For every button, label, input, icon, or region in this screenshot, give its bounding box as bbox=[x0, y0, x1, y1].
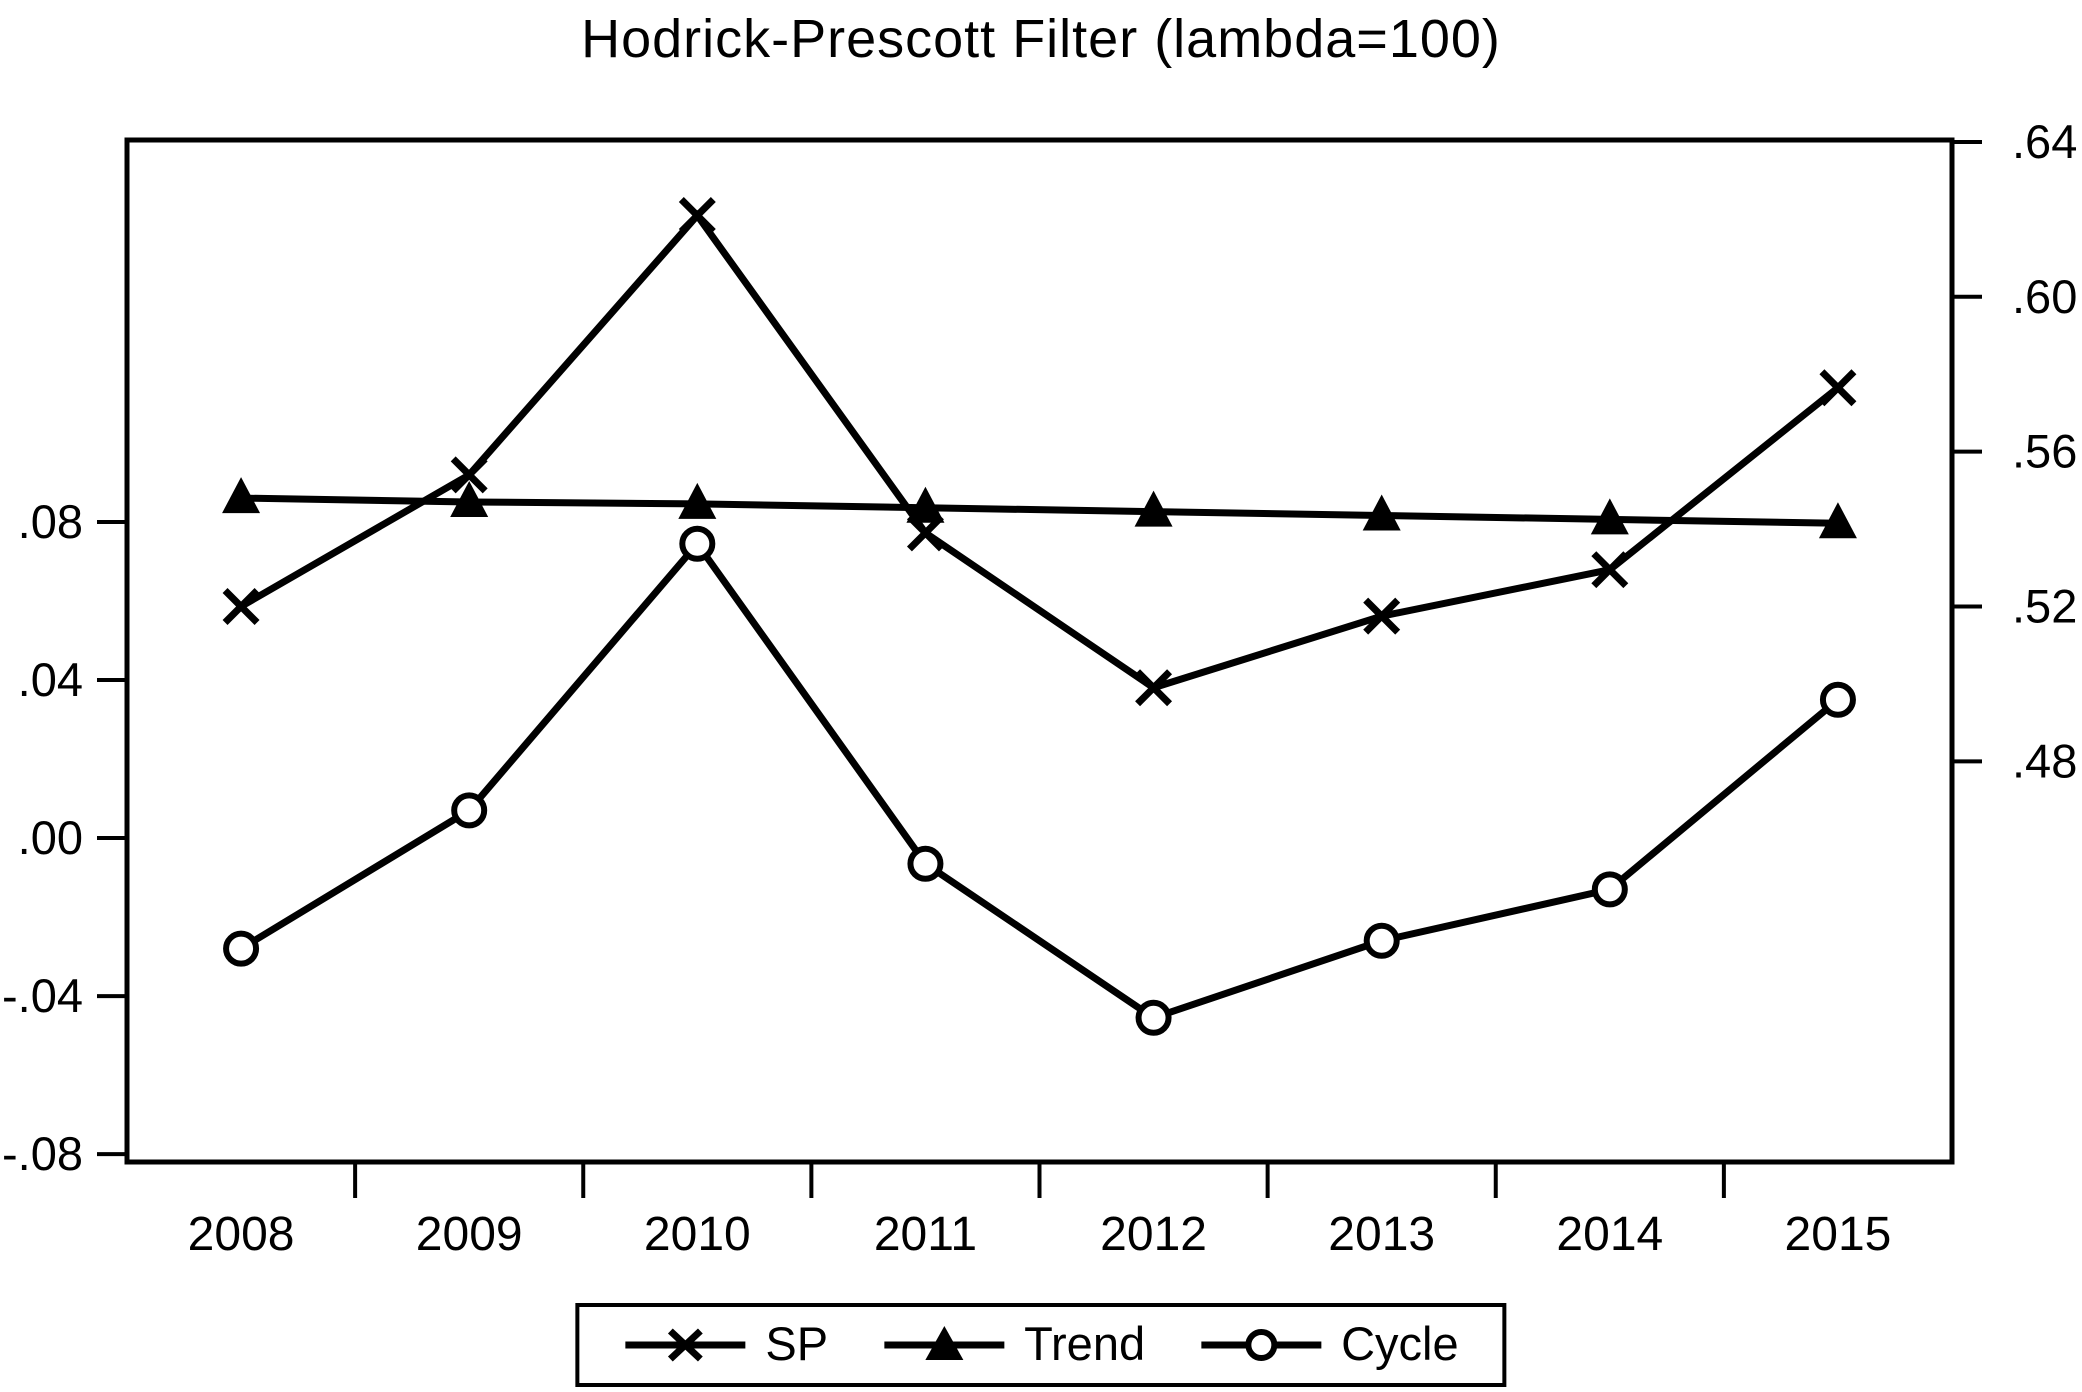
legend-label-cycle: Cycle bbox=[1341, 1316, 1459, 1370]
legend-item-trend: Trend bbox=[882, 1320, 1145, 1371]
series-sp bbox=[222, 197, 1857, 707]
sp-x-marker bbox=[450, 456, 488, 494]
trend-triangle-marker-icon bbox=[884, 1326, 1005, 1360]
right-axis-tick-label: .60 bbox=[2012, 270, 2077, 323]
x-axis-tick-label: 2015 bbox=[1785, 1208, 1892, 1261]
left-axis-tick-label: .04 bbox=[18, 653, 83, 706]
trend-triangle-marker bbox=[450, 480, 489, 517]
legend-item-cycle: Cycle bbox=[1199, 1320, 1459, 1371]
trend-triangle-marker bbox=[1818, 502, 1857, 539]
left-axis-tick-label: -.04 bbox=[2, 969, 83, 1022]
cycle-circle-marker bbox=[679, 525, 716, 562]
left-axis-tick-label: .00 bbox=[18, 811, 83, 864]
series-sp-line bbox=[239, 209, 1841, 692]
x-axis-tick-label: 2010 bbox=[644, 1208, 751, 1261]
trend-triangle-marker bbox=[1134, 490, 1173, 527]
legend-label-sp: SP bbox=[765, 1316, 829, 1370]
series-trend-line bbox=[241, 494, 1838, 527]
right-axis: .64 .60 .56 .52 .48 bbox=[1952, 115, 2077, 787]
x-axis-tick-label: 2011 bbox=[874, 1208, 977, 1261]
x-axis-tick-label: 2008 bbox=[188, 1208, 295, 1261]
sp-x-marker bbox=[1135, 669, 1173, 707]
cycle-circle-marker bbox=[1135, 999, 1172, 1036]
left-axis-tick-label: .08 bbox=[18, 495, 83, 548]
cycle-circle-marker bbox=[223, 930, 260, 967]
x-axis-tick-label: 2013 bbox=[1328, 1208, 1435, 1261]
cycle-circle-marker-icon bbox=[1201, 1329, 1322, 1361]
series-cycle bbox=[223, 525, 1856, 1036]
cycle-circle-marker bbox=[1363, 922, 1400, 959]
sp-x-marker bbox=[678, 197, 716, 234]
sp-x-marker bbox=[222, 588, 260, 625]
left-axis-tick-label: -.08 bbox=[2, 1127, 83, 1180]
x-axis-tick-label: 2012 bbox=[1100, 1208, 1207, 1261]
cycle-circle-marker bbox=[1591, 871, 1628, 908]
trend-triangle-marker bbox=[906, 486, 945, 523]
sp-x-marker bbox=[1819, 369, 1857, 407]
trend-triangle-marker bbox=[1590, 498, 1629, 535]
sp-x-marker-icon bbox=[625, 1328, 746, 1362]
cycle-circle-marker bbox=[1819, 681, 1856, 718]
sp-x-marker bbox=[1591, 551, 1629, 589]
cycle-circle-marker bbox=[907, 845, 944, 882]
left-axis: .08 .04 .00 -.04 -.08 bbox=[2, 495, 127, 1180]
x-axis-tick-label: 2009 bbox=[416, 1208, 523, 1261]
legend-box: SP Trend Cycle bbox=[575, 1303, 1507, 1387]
trend-triangle-marker bbox=[1362, 494, 1401, 531]
chart-title: Hodrick-Prescott Filter (lambda=100) bbox=[581, 9, 1501, 69]
series-cycle-line bbox=[239, 538, 1841, 1022]
right-axis-tick-label: .64 bbox=[2012, 115, 2077, 168]
x-axis-tick-label: 2014 bbox=[1556, 1208, 1663, 1261]
legend-label-trend: Trend bbox=[1024, 1316, 1146, 1370]
trend-triangle-marker bbox=[222, 477, 261, 514]
cycle-circle-marker bbox=[451, 792, 488, 829]
right-axis-tick-label: .56 bbox=[2012, 425, 2077, 478]
plot-border bbox=[124, 137, 1955, 1165]
right-axis-tick-label: .48 bbox=[2012, 734, 2077, 787]
right-axis-tick-label: .52 bbox=[2012, 579, 2077, 632]
trend-triangle-marker bbox=[678, 482, 717, 519]
x-axis: 2008 2009 2010 2011 2012 2013 2014 2015 bbox=[188, 1162, 1892, 1261]
sp-x-marker bbox=[1363, 597, 1401, 635]
legend-item-sp: SP bbox=[623, 1320, 828, 1371]
series-trend bbox=[222, 477, 1857, 539]
